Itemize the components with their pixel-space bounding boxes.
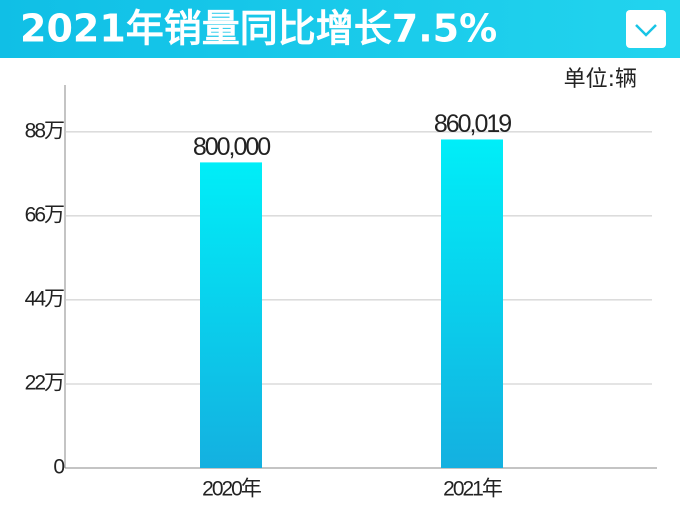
y-tick-label: 22万: [25, 372, 64, 395]
dropdown-button[interactable]: [626, 10, 666, 48]
bar: [200, 162, 262, 468]
y-tick-label: 44万: [25, 287, 64, 310]
value-label: 860,019: [434, 110, 511, 138]
y-tick-label: 66万: [25, 203, 64, 226]
value-label: 800,000: [193, 133, 270, 161]
x-tick-label: 2020年: [202, 478, 262, 501]
dropdown-icon: [635, 24, 657, 37]
y-tick-label: 0: [53, 456, 64, 479]
bar: [441, 139, 503, 468]
unit-label: 单位:辆: [564, 67, 637, 92]
y-tick-label: 88万: [25, 119, 64, 142]
chart-title: 2021年销量同比增长7.5%: [20, 7, 497, 51]
x-tick-label: 2021年: [443, 478, 503, 501]
title-banner: [0, 0, 680, 58]
